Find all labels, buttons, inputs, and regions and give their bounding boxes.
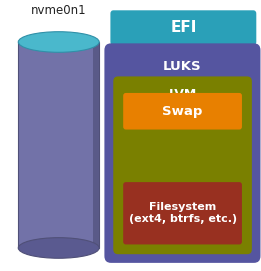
Ellipse shape (18, 32, 99, 52)
FancyBboxPatch shape (104, 43, 260, 263)
Text: LUKS: LUKS (163, 60, 202, 73)
Text: EFI: EFI (170, 20, 197, 35)
Polygon shape (18, 42, 99, 248)
Ellipse shape (18, 238, 99, 258)
Text: Filesystem
(ext4, btrfs, etc.): Filesystem (ext4, btrfs, etc.) (128, 202, 237, 224)
FancyBboxPatch shape (123, 93, 242, 130)
Text: nvme0n1: nvme0n1 (31, 4, 87, 17)
Text: Swap: Swap (162, 105, 203, 118)
FancyBboxPatch shape (123, 182, 242, 244)
FancyBboxPatch shape (110, 10, 256, 45)
Text: LVM: LVM (168, 88, 197, 101)
FancyBboxPatch shape (113, 76, 252, 254)
Polygon shape (18, 42, 25, 248)
Polygon shape (93, 42, 99, 248)
